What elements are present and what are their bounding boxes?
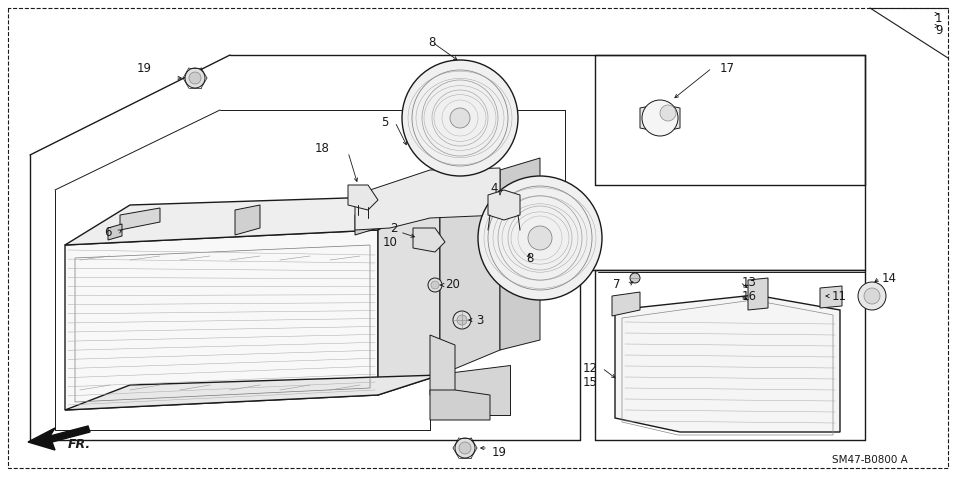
Polygon shape <box>612 292 640 316</box>
Polygon shape <box>430 390 490 420</box>
Polygon shape <box>348 185 378 210</box>
Polygon shape <box>748 278 768 310</box>
Text: 1: 1 <box>935 12 943 24</box>
Circle shape <box>630 273 640 283</box>
Text: 20: 20 <box>445 278 460 291</box>
Text: 5: 5 <box>380 116 388 129</box>
Circle shape <box>402 60 518 176</box>
Text: 9: 9 <box>935 24 943 36</box>
Polygon shape <box>615 295 840 432</box>
Polygon shape <box>65 375 440 410</box>
Circle shape <box>478 176 602 300</box>
Polygon shape <box>65 230 378 410</box>
Polygon shape <box>28 426 90 450</box>
Polygon shape <box>355 208 378 235</box>
Polygon shape <box>488 190 520 220</box>
Text: 4: 4 <box>491 181 498 194</box>
Polygon shape <box>65 195 440 245</box>
Circle shape <box>428 278 442 292</box>
Text: 3: 3 <box>476 313 484 326</box>
Circle shape <box>528 226 552 250</box>
Text: 19: 19 <box>137 61 152 74</box>
Circle shape <box>450 108 470 128</box>
Text: FR.: FR. <box>68 439 91 452</box>
Polygon shape <box>235 205 260 235</box>
Text: 15: 15 <box>583 375 598 388</box>
Circle shape <box>858 282 886 310</box>
Text: 13: 13 <box>742 276 756 288</box>
Polygon shape <box>413 228 445 252</box>
Polygon shape <box>378 195 440 395</box>
Text: 10: 10 <box>383 236 398 249</box>
Text: 11: 11 <box>832 289 847 302</box>
Polygon shape <box>820 286 842 308</box>
Polygon shape <box>640 104 680 132</box>
Text: 8: 8 <box>428 36 436 48</box>
Polygon shape <box>430 365 510 415</box>
Text: 7: 7 <box>612 278 620 291</box>
Circle shape <box>660 105 676 121</box>
Polygon shape <box>500 158 540 350</box>
Text: 12: 12 <box>583 361 598 374</box>
Circle shape <box>185 68 205 88</box>
Circle shape <box>455 438 475 458</box>
Text: 2: 2 <box>391 221 398 235</box>
Circle shape <box>457 315 467 325</box>
Text: 19: 19 <box>492 445 507 458</box>
Polygon shape <box>120 208 160 230</box>
Polygon shape <box>430 335 455 400</box>
Circle shape <box>431 281 439 289</box>
Text: 14: 14 <box>882 272 897 285</box>
Polygon shape <box>440 170 500 375</box>
Text: 6: 6 <box>105 226 112 239</box>
Polygon shape <box>355 168 500 230</box>
Text: 17: 17 <box>720 61 735 74</box>
Circle shape <box>453 311 471 329</box>
Circle shape <box>189 72 201 84</box>
Circle shape <box>459 442 471 454</box>
Polygon shape <box>108 224 122 240</box>
Text: 18: 18 <box>315 142 330 155</box>
Text: SM47-B0800 A: SM47-B0800 A <box>832 455 908 465</box>
Text: 8: 8 <box>526 252 534 264</box>
Text: 16: 16 <box>742 289 757 302</box>
Circle shape <box>642 100 678 136</box>
Circle shape <box>864 288 880 304</box>
